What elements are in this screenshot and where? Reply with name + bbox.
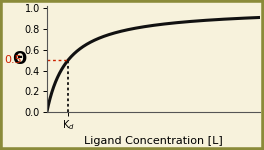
X-axis label: Ligand Concentration [L]: Ligand Concentration [L]	[84, 136, 223, 146]
Y-axis label: Θ: Θ	[12, 50, 26, 68]
Text: 0.5: 0.5	[4, 55, 22, 65]
